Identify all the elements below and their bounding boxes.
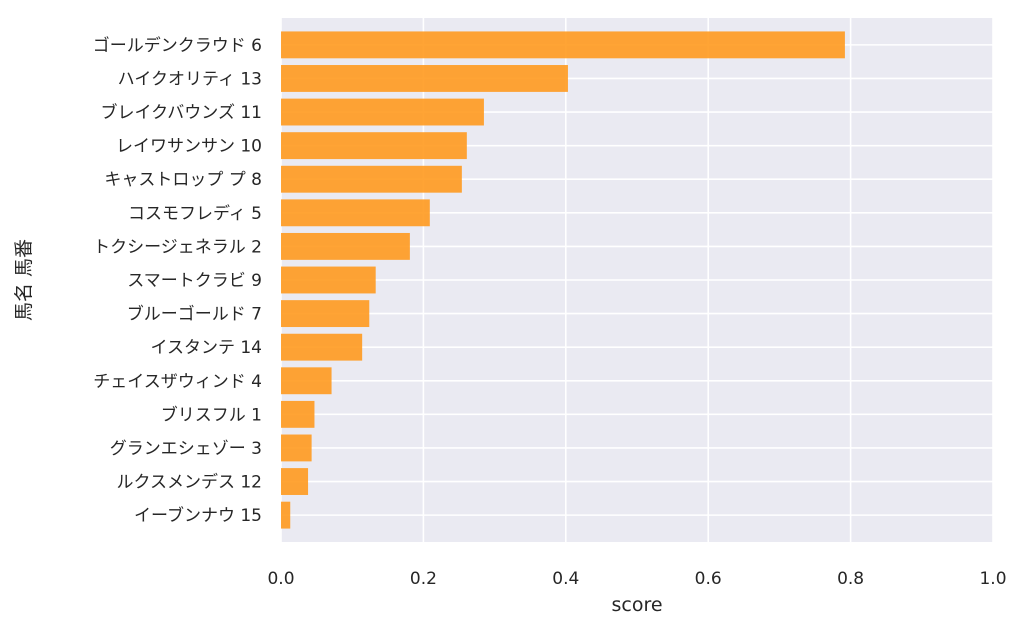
bar: [281, 65, 568, 92]
y-tick-label: ブルーゴールド 7: [127, 304, 262, 325]
bar: [281, 367, 332, 395]
bar: [281, 266, 376, 294]
x-tick-label: 0.0: [267, 569, 294, 589]
bars: [281, 31, 845, 529]
bar: [281, 132, 467, 160]
x-tick-label: 0.4: [552, 569, 579, 589]
y-tick-label: スマートクラビ 9: [127, 271, 262, 291]
y-tick-label: コスモフレディ 5: [128, 203, 262, 224]
y-tick-label: チェイスザウィンド 4: [93, 372, 262, 392]
y-tick-label: イスタンテ 14: [150, 338, 262, 358]
x-tick-label: 0.8: [837, 569, 864, 589]
y-tick-labels: ゴールデンクラウド 6 ハイクオリティ 13 ブレイクバウンズ 11 レイワサンサン …: [93, 35, 262, 526]
x-tick-label: 1.0: [979, 569, 1006, 589]
y-tick-label: ゴールデンクラウド 6: [93, 35, 262, 56]
bar: [281, 333, 363, 361]
y-tick-label: ルクスメンデス 12: [116, 472, 262, 493]
bar: [281, 400, 315, 428]
bar: [281, 165, 462, 193]
bar: [281, 31, 845, 59]
y-axis-title: 馬名 馬番: [13, 239, 35, 321]
y-tick-label: トクシージェネラル 2: [93, 237, 262, 257]
y-tick-label: グランエシェゾー 3: [110, 439, 262, 459]
x-tick-label: 0.2: [410, 569, 437, 589]
y-tick-label: ハイクオリティ 13: [118, 69, 262, 89]
y-tick-label: ブレイクバウンズ 11: [100, 102, 262, 123]
bar: [281, 300, 370, 328]
x-tick-labels: 0.0 0.2 0.4 0.6 0.8 1.0: [267, 569, 1006, 589]
y-tick-label: イーブンナウ 15: [134, 505, 262, 526]
x-axis-title: score: [611, 594, 662, 616]
bar: [281, 232, 410, 260]
y-tick-label: レイワサンサン 10: [116, 137, 262, 157]
bar: [281, 501, 291, 529]
y-tick-label: キャストロップ プ 8: [104, 170, 262, 190]
bar: [281, 434, 312, 462]
x-tick-label: 0.6: [695, 569, 722, 589]
bar: [281, 98, 484, 126]
y-tick-label: ブリスフル 1: [161, 404, 262, 425]
bar: [281, 468, 309, 495]
bar: [281, 199, 430, 227]
